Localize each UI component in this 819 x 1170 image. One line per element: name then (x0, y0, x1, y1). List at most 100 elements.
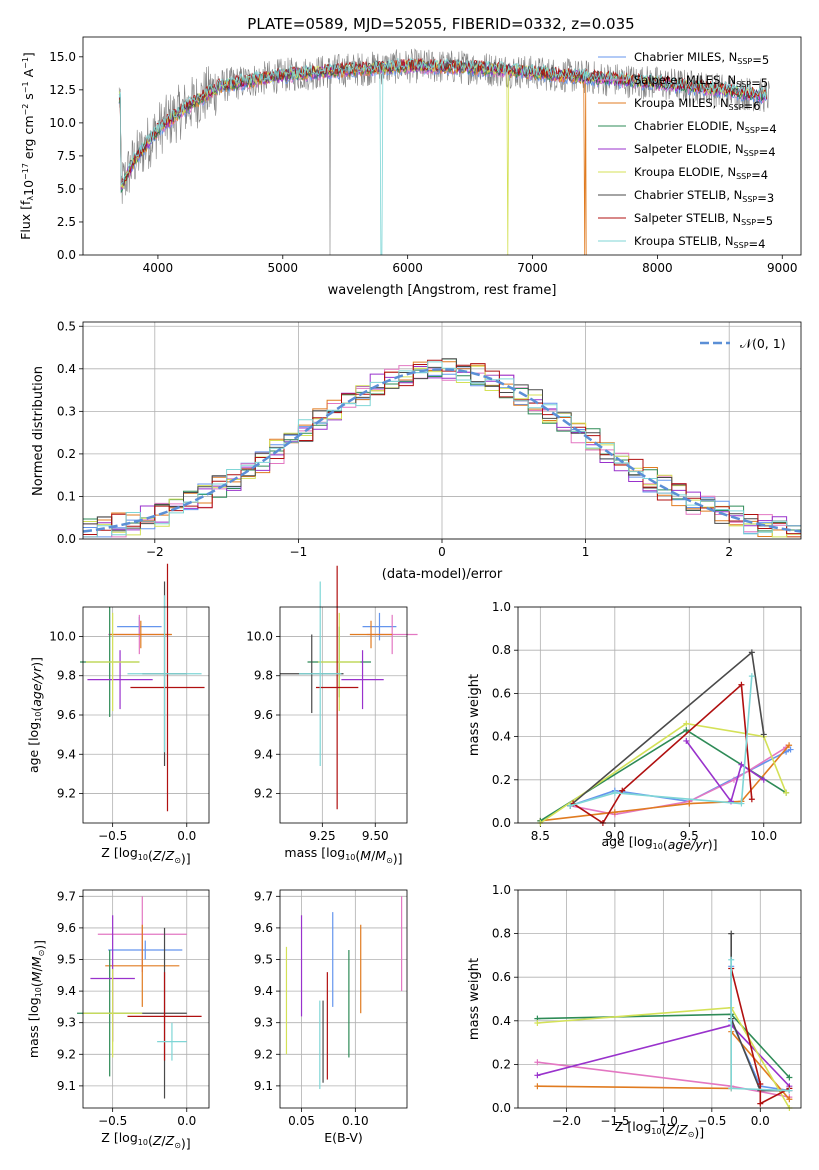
y-tick-label: 9.6 (57, 708, 76, 722)
axes-frame (279, 606, 408, 824)
panel-mass_vs_Z: −0.5 0.0 9.1 9.2 9.3 9.4 9.5 9.6 9.7 Z [log10(Z/Z… (26, 889, 210, 1151)
mass-weight-series (567, 673, 755, 809)
spectrum-lines (118, 48, 770, 255)
x-tick-label: 4000 (143, 261, 174, 275)
plus-marker (534, 1019, 541, 1026)
axes-frame (82, 606, 210, 824)
y-tick-label: 9.2 (57, 787, 76, 801)
x-tick-label: −0.5 (697, 1114, 726, 1128)
plus-marker (683, 720, 690, 727)
x-tick-label: 0.0 (751, 1114, 770, 1128)
y-tick-label: 9.4 (57, 984, 76, 998)
plus-marker (783, 789, 790, 796)
y-axis-label: age [log10(age/yr)] (26, 657, 44, 773)
spectrum-model-line (118, 57, 767, 185)
x-tick-label: 0.05 (288, 1114, 315, 1128)
plus-marker (611, 789, 618, 796)
error-bar-point (349, 620, 393, 649)
x-tick-label: 0.0 (177, 1114, 196, 1128)
panel-residuals: −2 −1 0 1 2 0.0 0.1 0.2 0.3 0.4 0.5 𝒩(0, 1) (data-mo… (31, 319, 802, 582)
x-axis-label: wavelength [Angstrom, rest frame] (328, 283, 557, 298)
x-tick-label: −2 (146, 545, 164, 559)
error-bar-point (109, 620, 172, 649)
x-tick-label: 0 (438, 545, 446, 559)
plus-marker (534, 1072, 541, 1079)
error-bar-point (127, 595, 202, 753)
x-tick-label: 7000 (517, 261, 548, 275)
x-axis-label: E(B-V) (324, 1130, 363, 1145)
error-bar-point (83, 968, 143, 1058)
y-tick-label: 9.2 (254, 787, 273, 801)
plus-marker (567, 802, 574, 809)
legend-label: Chabrier STELIB, NSSP=3 (634, 188, 774, 205)
y-tick-label: 0.0 (492, 816, 511, 830)
plus-marker (738, 681, 745, 688)
plus-marker (728, 930, 735, 937)
y-tick-label: 9.7 (57, 889, 76, 903)
x-tick-label: 0.10 (342, 1114, 369, 1128)
x-axis-label: (data-model)/error (382, 567, 503, 582)
series-line (539, 722, 787, 824)
error-bar-point (318, 612, 361, 712)
histogram-step-line (83, 366, 801, 538)
plus-marker (760, 776, 767, 783)
spectrum-model-line (118, 60, 587, 255)
x-tick-label: 9.0 (605, 829, 624, 843)
y-tick-label: 0.1 (57, 489, 76, 503)
figure-title: PLATE=0589, MJD=52055, FIBERID=0332, z=0… (247, 15, 634, 33)
y-tick-label: 1.0 (492, 600, 511, 614)
axes-frame (517, 606, 802, 824)
y-tick-label: 9.3 (254, 1016, 273, 1030)
y-tick-label: 0.3 (57, 404, 76, 418)
y-tick-label: 9.1 (254, 1079, 273, 1093)
series-line (730, 968, 790, 1105)
plus-marker (534, 1059, 541, 1066)
panel-age_vs_mass: 9.25 9.50 9.2 9.4 9.6 9.8 10.0 mass [log10(M/M⊙… (246, 565, 418, 866)
y-tick-label: 9.8 (57, 669, 76, 683)
axes-frame (517, 889, 802, 1109)
y-tick-label: 0.8 (492, 927, 511, 941)
y-tick-label: 0.4 (492, 730, 511, 744)
x-tick-label: 9.25 (309, 829, 336, 843)
y-axis-label: mass [log10(M/M⊙)] (26, 940, 47, 1058)
error-bar-point (108, 940, 183, 960)
y-axis-label: Normed distribution (31, 366, 46, 496)
plus-marker (757, 1100, 764, 1107)
plus-marker (787, 746, 794, 753)
x-tick-label: 8000 (642, 261, 673, 275)
x-tick-label: 6000 (392, 261, 423, 275)
y-tick-label: 2.5 (57, 215, 76, 229)
x-axis-label: age [log10(age/yr)] (601, 834, 717, 852)
y-axis-label: mass weight (467, 674, 482, 756)
plus-marker (786, 1074, 793, 1081)
y-tick-label: 0.0 (57, 248, 76, 262)
y-tick-label: 0.0 (57, 532, 76, 546)
legend-label: Salpeter MILES, NSSP=5 (634, 73, 768, 90)
y-tick-label: 10.0 (49, 629, 76, 643)
mass-weight-series (728, 956, 793, 1094)
y-axis-label: Flux [fλ10−17 erg cm−2 s−1 A−1] (18, 52, 36, 240)
y-tick-label: 9.2 (254, 1047, 273, 1061)
y-tick-label: 7.5 (57, 149, 76, 163)
x-tick-label: 1 (582, 545, 590, 559)
y-tick-label: 9.3 (57, 1016, 76, 1030)
y-tick-label: 1.0 (492, 883, 511, 897)
x-tick-label: 5000 (268, 261, 299, 275)
error-bar-point (130, 563, 205, 812)
error-bar-point (85, 612, 140, 712)
gaussian-reference-line (82, 368, 802, 533)
x-tick-label: 9000 (767, 261, 798, 275)
error-bar-point (127, 972, 202, 1061)
error-bar-point (341, 650, 384, 710)
plus-marker (683, 727, 690, 734)
y-tick-label: 9.2 (57, 1047, 76, 1061)
axes-frame (82, 36, 802, 256)
plus-marker (686, 800, 693, 807)
plus-marker (534, 1083, 541, 1090)
error-bar-point (105, 924, 180, 1007)
y-tick-label: 9.6 (57, 921, 76, 935)
axes-frame (82, 889, 210, 1109)
plus-marker (760, 731, 767, 738)
y-tick-label: 9.7 (254, 889, 273, 903)
y-tick-label: 5.0 (57, 182, 76, 196)
